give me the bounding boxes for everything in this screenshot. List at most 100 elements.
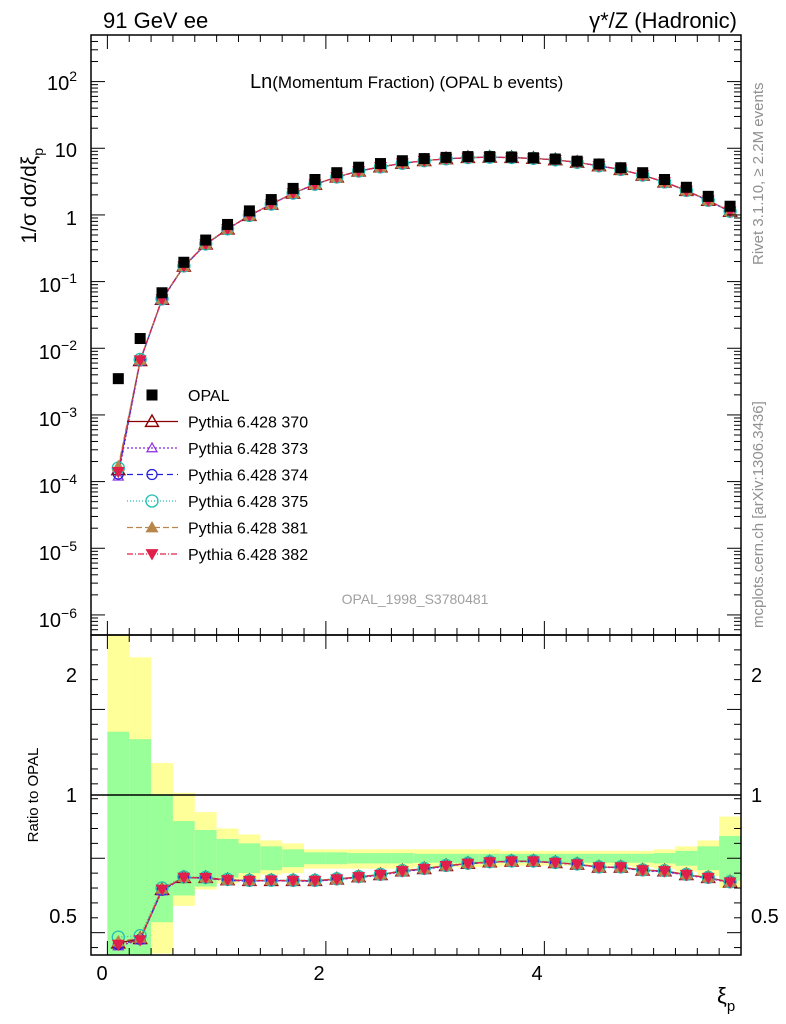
ratio-point-5 (505, 856, 519, 868)
data-point (440, 151, 452, 163)
ratio-point-5 (658, 866, 672, 878)
ratio-tick-label-05-left: 0.5 (49, 906, 77, 928)
inner-band-bin (282, 849, 305, 868)
inner-band-bin (631, 853, 654, 863)
data-point (462, 151, 474, 163)
legend-label-0: OPAL (188, 388, 230, 405)
x-tick-label-0: 0 (96, 963, 107, 985)
ratio-point-5 (483, 857, 497, 869)
ratio-point-5 (723, 877, 737, 889)
legend-label-3: Pythia 6.428 374 (188, 468, 308, 485)
data-point (287, 182, 299, 194)
data-point (112, 373, 124, 385)
inner-band-bin (653, 853, 676, 864)
y-tick-label-1e-6: 10−6 (39, 605, 77, 632)
inner-band-bin (172, 821, 195, 896)
inner-band-bin (369, 853, 392, 864)
ratio-tick-label-1-left: 1 (66, 785, 77, 807)
ratio-series-group (110, 853, 738, 952)
inner-band-bin (151, 794, 173, 923)
ratio-point-5 (417, 863, 431, 876)
axis-ticks (91, 34, 742, 955)
ratio-point-5 (352, 872, 366, 884)
ratio-point-5 (439, 860, 453, 873)
y-tick-label-1e-1: 10−1 (39, 270, 77, 297)
data-point (331, 167, 343, 179)
ratio-point-5 (199, 873, 213, 885)
inner-band-bin (238, 843, 261, 874)
data-point (724, 200, 736, 212)
ratio-point-5 (242, 875, 256, 888)
data-point (134, 333, 146, 345)
series-point-5 (133, 355, 147, 367)
header-left-label: 91 GeV ee (103, 8, 208, 33)
ratio-point-5 (155, 884, 169, 897)
data-point (484, 151, 496, 163)
legend-marker-0 (146, 389, 158, 401)
x-tick-labels: 0 2 4 (96, 963, 542, 985)
ratio-point-5 (636, 865, 650, 877)
ratio-y-tick-labels-right: 2 1 0.5 (751, 665, 779, 928)
y-tick-label-1e2: 102 (47, 68, 77, 95)
series-point-1 (112, 470, 125, 481)
inner-band-bin (194, 829, 217, 887)
ratio-point-5 (679, 869, 693, 882)
inner-band-bin (304, 852, 326, 865)
data-point (156, 287, 168, 299)
data-point (353, 161, 365, 173)
ratio-panel-frame (90, 634, 742, 956)
main-y-tick-labels: 102 10 1 10−1 10−2 10−3 10−4 10−5 10−6 (39, 68, 77, 632)
data-point (265, 194, 277, 206)
data-point (615, 162, 627, 174)
main-y-axis-label: 1/σ dσ/dξp (18, 148, 46, 244)
inner-band-bin (347, 853, 370, 864)
ratio-point-5 (177, 872, 191, 885)
inner-band-bin (129, 739, 152, 955)
legend: OPAL Pythia 6.428 370 Pythia 6.428 373 Pyth… (127, 388, 308, 564)
data-point (200, 234, 212, 246)
inner-band-bin (413, 853, 436, 863)
ratio-point-5 (133, 935, 147, 947)
data-point (243, 205, 255, 217)
legend-marker-1 (144, 413, 160, 428)
main-series-group (110, 149, 738, 481)
mcplots-credit-text: mcplots.cern.ch [arXiv:1306.3436] (750, 401, 767, 628)
y-tick-label-1: 1 (66, 208, 77, 230)
analysis-id: OPAL_1998_S3780481 (342, 591, 489, 607)
ratio-point-5 (221, 875, 235, 887)
ratio-point-5 (111, 939, 125, 952)
inner-band-bin (325, 852, 348, 865)
ratio-point-5 (570, 859, 584, 871)
ratio-point-5 (330, 874, 344, 886)
inner-band-bin (260, 846, 283, 871)
data-point (178, 256, 190, 268)
inner-band-bin (675, 850, 698, 866)
x-tick-label-2: 2 (313, 963, 324, 985)
data-point (702, 190, 714, 202)
y-tick-label-1e-3: 10−3 (39, 404, 77, 431)
main-panel-frame (90, 34, 742, 636)
data-point (549, 153, 561, 165)
ratio-point-5 (526, 856, 540, 868)
ratio-point-5 (614, 862, 628, 874)
ratio-point-5 (395, 866, 409, 878)
ratio-tick-label-1-right: 1 (751, 785, 762, 807)
ratio-point-5 (701, 872, 715, 885)
legend-marker-2 (145, 441, 159, 453)
legend-label-1: Pythia 6.428 370 (188, 415, 308, 432)
data-point (506, 151, 518, 163)
y-tick-label-10: 10 (55, 140, 77, 162)
ratio-tick-label-2-right: 2 (751, 665, 762, 687)
ratio-point-5 (264, 875, 278, 887)
legend-label-6: Pythia 6.428 382 (188, 547, 308, 564)
data-point (680, 181, 692, 193)
legend-label-5: Pythia 6.428 381 (188, 521, 308, 538)
data-point (418, 153, 430, 165)
rivet-version-text: Rivet 3.1.10, ≥ 2.2M events (750, 83, 767, 266)
legend-marker-4 (145, 494, 159, 508)
inner-band-bin (216, 838, 239, 878)
data-point (374, 158, 386, 170)
ratio-point-5 (308, 875, 322, 888)
ratio-point-5 (373, 869, 387, 882)
